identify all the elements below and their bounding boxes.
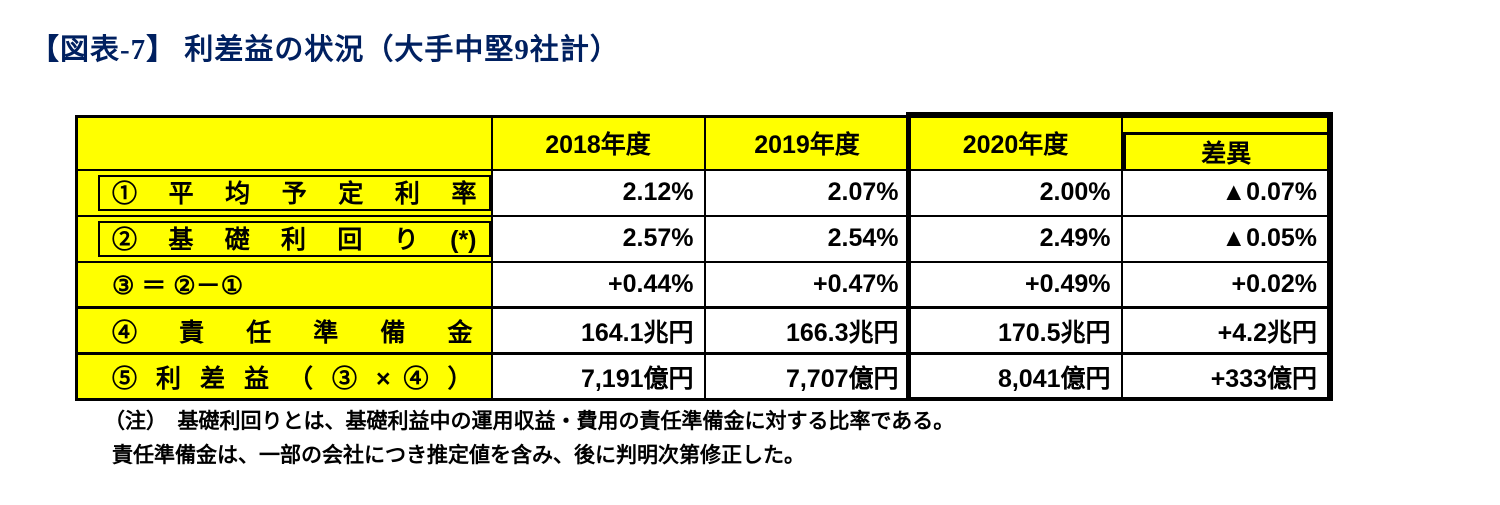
note-line-2: 責任準備金は、一部の会社につき推定値を含み、後に判明次第修正した。 [112, 444, 805, 467]
row-label-cell: ⑤ 利 差 益 （ ③ × ④ ） [75, 352, 493, 401]
row-label: ① 平 均 予 定 利 率 [98, 174, 490, 211]
value-cell: 2.54% [703, 214, 911, 263]
value-cell: 8,041億円 [908, 352, 1123, 401]
value-cell: 2.49% [908, 214, 1123, 263]
row-label-cell: ① 平 均 予 定 利 率 [75, 168, 493, 217]
row-label: ② 基 礎 利 回 り (*) [98, 220, 490, 257]
value-cell: 166.3兆円 [703, 306, 911, 355]
table-row-interest-margin: ⑤ 利 差 益 （ ③ × ④ ） 7,191億円 7,707億円 8,041億… [75, 352, 1330, 401]
value-cell: ▲0.07% [1120, 168, 1330, 217]
row-label: ④ 責 任 準 備 金 [112, 318, 473, 347]
value-cell: 2.12% [490, 168, 706, 217]
table-row-policy-reserves: ④ 責 任 準 備 金 164.1兆円 166.3兆円 170.5兆円 +4.2… [75, 306, 1330, 355]
value-cell: +0.02% [1120, 260, 1330, 309]
value-cell: 2.00% [908, 168, 1123, 217]
column-header-2020: 2020年度 [908, 115, 1123, 171]
note-line-1: （注） 基礎利回りとは、基礎利益中の運用収益・費用の責任準備金に対する比率である… [104, 410, 955, 433]
row-label-cell: ② 基 礎 利 回 り (*) [75, 214, 493, 263]
table-row-spread: ③ ＝ ②－① +0.44% +0.47% +0.49% +0.02% [75, 260, 1330, 309]
value-cell: 2.57% [490, 214, 706, 263]
value-cell: +0.47% [703, 260, 911, 309]
data-table: 2018年度 2019年度 2020年度 差異 ① 平 均 予 定 利 率 2.… [75, 115, 1330, 401]
value-cell: 7,191億円 [490, 352, 706, 401]
interest-margin-table: 2018年度 2019年度 2020年度 差異 ① 平 均 予 定 利 率 2.… [75, 112, 1333, 401]
empty-corner-cell [75, 115, 493, 171]
figure-title: 【図表-7】 利差益の状況（大手中堅9社計） [30, 34, 620, 66]
value-cell: 7,707億円 [703, 352, 911, 401]
value-cell: 2.07% [703, 168, 911, 217]
diff-header-label: 差異 [1201, 139, 1252, 168]
value-cell: +0.44% [490, 260, 706, 309]
value-cell: +4.2兆円 [1120, 306, 1330, 355]
value-cell: ▲0.05% [1120, 214, 1330, 263]
header-row: 2018年度 2019年度 2020年度 差異 [75, 115, 1330, 171]
footnotes: （注） 基礎利回りとは、基礎利益中の運用収益・費用の責任準備金に対する比率である… [104, 405, 954, 473]
diff-header-box: 差異 [1123, 131, 1327, 168]
value-cell: 170.5兆円 [908, 306, 1123, 355]
value-cell: 164.1兆円 [490, 306, 706, 355]
table-row-avg-assumed-rate: ① 平 均 予 定 利 率 2.12% 2.07% 2.00% ▲0.07% [75, 168, 1330, 217]
row-label-cell: ④ 責 任 準 備 金 [75, 306, 493, 355]
column-header-2019: 2019年度 [703, 115, 911, 171]
column-header-2018: 2018年度 [490, 115, 706, 171]
row-label-cell: ③ ＝ ②－① [75, 260, 493, 309]
value-cell: +0.49% [908, 260, 1123, 309]
value-cell: +333億円 [1120, 352, 1330, 401]
table-row-base-yield: ② 基 礎 利 回 り (*) 2.57% 2.54% 2.49% ▲0.05% [75, 214, 1330, 263]
row-label: ⑤ 利 差 益 （ ③ × ④ ） [112, 364, 473, 393]
column-header-diff: 差異 [1120, 115, 1330, 171]
row-label: ③ ＝ ②－① [112, 272, 244, 301]
